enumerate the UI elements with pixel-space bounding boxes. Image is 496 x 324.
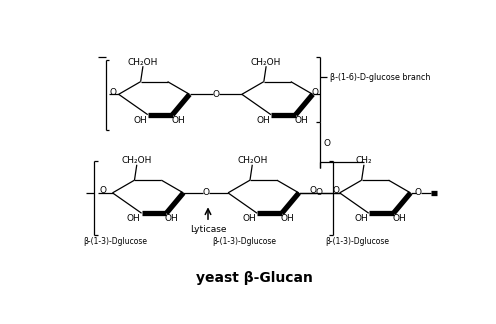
Text: O: O (212, 90, 219, 99)
Text: Lyticase: Lyticase (190, 225, 226, 234)
Text: O: O (312, 87, 319, 97)
Text: OH: OH (280, 214, 294, 223)
Text: O: O (415, 188, 422, 197)
Text: O: O (100, 186, 107, 195)
Text: yeast β-Glucan: yeast β-Glucan (196, 271, 312, 284)
Text: CH₂: CH₂ (356, 156, 372, 166)
Text: β-(1-6)-D-glucose branch: β-(1-6)-D-glucose branch (330, 73, 431, 82)
Text: O: O (202, 188, 209, 197)
Text: O: O (323, 139, 330, 148)
Text: OH: OH (133, 116, 147, 124)
Text: β-(1-3)-Dglucose: β-(1-3)-Dglucose (84, 237, 148, 246)
Text: OH: OH (165, 214, 179, 223)
Text: OH: OH (294, 116, 308, 124)
Text: CH₂OH: CH₂OH (251, 58, 281, 67)
Text: O: O (316, 188, 323, 197)
Text: OH: OH (354, 214, 368, 223)
Text: CH₂OH: CH₂OH (122, 156, 152, 166)
Text: OH: OH (392, 214, 406, 223)
Text: β-(1-3)-Dglucose: β-(1-3)-Dglucose (325, 237, 389, 246)
Text: OH: OH (127, 214, 141, 223)
Text: O: O (310, 186, 316, 195)
Text: OH: OH (243, 214, 256, 223)
Text: O: O (110, 87, 117, 97)
Text: O: O (332, 186, 339, 195)
Text: CH₂OH: CH₂OH (128, 58, 158, 67)
Text: CH₂OH: CH₂OH (237, 156, 267, 166)
Text: OH: OH (171, 116, 185, 124)
Text: β-(1-3)-Dglucose: β-(1-3)-Dglucose (212, 237, 276, 246)
Text: OH: OH (256, 116, 270, 124)
